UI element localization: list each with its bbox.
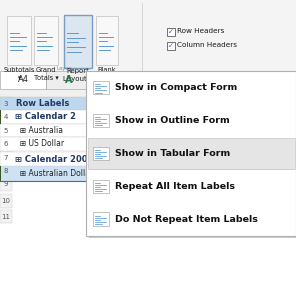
Text: A: A	[65, 75, 73, 85]
Text: ✓: ✓	[168, 43, 174, 49]
Text: Subtotals
▾: Subtotals ▾	[4, 68, 35, 81]
Bar	[0, 137, 12, 151]
Text: 11: 11	[1, 214, 10, 220]
Bar	[93, 212, 109, 226]
Text: 7: 7	[4, 154, 8, 160]
Bar	[64, 15, 92, 68]
Text: Blank
Rows ▾: Blank Rows ▾	[96, 68, 119, 81]
Text: 5: 5	[4, 128, 8, 134]
Text: ⊞ Australia: ⊞ Australia	[15, 126, 63, 135]
Bar	[0, 167, 93, 181]
Text: 4: 4	[4, 114, 8, 120]
Text: ⊞ Australian Dollar: ⊞ Australian Dollar	[15, 169, 93, 178]
Bar	[0, 97, 12, 110]
Bar	[93, 147, 109, 160]
Text: 6: 6	[4, 141, 8, 147]
Text: 10: 10	[1, 198, 10, 204]
Bar	[7, 16, 31, 64]
Text: 8: 8	[4, 168, 8, 174]
Text: Show in Outline Form: Show in Outline Form	[115, 116, 230, 125]
Text: Show in Compact Form: Show in Compact Form	[115, 83, 238, 92]
Bar	[0, 110, 93, 124]
Bar	[0, 71, 46, 88]
Bar	[0, 178, 12, 191]
Text: Row Headers: Row Headers	[177, 28, 224, 34]
Text: ⊞ US Dollar: ⊞ US Dollar	[15, 139, 64, 148]
Text: A4: A4	[17, 75, 28, 84]
Bar	[167, 28, 175, 36]
Bar	[46, 71, 92, 88]
Bar	[0, 97, 93, 110]
Text: Row Labels: Row Labels	[16, 99, 70, 108]
Bar	[93, 81, 109, 94]
Bar	[34, 16, 58, 64]
Text: 3: 3	[4, 100, 8, 106]
Text: ⊞ Calendar 2006: ⊞ Calendar 2006	[15, 155, 93, 164]
Text: Show in Tabular Form: Show in Tabular Form	[115, 149, 231, 158]
Bar	[0, 110, 12, 124]
Bar	[0, 152, 93, 166]
Bar	[0, 164, 12, 178]
Bar	[86, 71, 296, 236]
Bar	[0, 167, 1, 181]
Bar	[89, 74, 296, 238]
Bar	[0, 110, 1, 124]
Text: Column Headers: Column Headers	[177, 42, 237, 48]
Text: Grand
Totals ▾: Grand Totals ▾	[33, 68, 58, 81]
Bar	[0, 124, 93, 137]
Text: Do Not Repeat Item Labels: Do Not Repeat Item Labels	[115, 214, 258, 224]
Bar	[0, 151, 12, 164]
Text: 9: 9	[4, 182, 8, 188]
Bar	[0, 0, 296, 76]
Bar	[0, 132, 296, 300]
Bar	[96, 16, 118, 64]
Bar	[0, 124, 12, 137]
Text: ⊞ Calendar 2: ⊞ Calendar 2	[15, 112, 76, 122]
Text: $1,670,180.62: $1,670,180.62	[235, 139, 290, 148]
Bar	[0, 210, 12, 223]
Bar	[0, 194, 12, 208]
Text: ✓: ✓	[168, 29, 174, 35]
Bar	[88, 138, 295, 169]
Bar	[0, 137, 93, 151]
Bar	[93, 114, 109, 127]
Bar	[167, 42, 175, 50]
Text: Layou: Layou	[56, 66, 72, 71]
Bar	[93, 180, 109, 193]
Text: $123,572.65: $123,572.65	[242, 169, 290, 178]
Text: Report
Layout ▾: Report Layout ▾	[63, 68, 92, 82]
Text: Repeat All Item Labels: Repeat All Item Labels	[115, 182, 235, 191]
